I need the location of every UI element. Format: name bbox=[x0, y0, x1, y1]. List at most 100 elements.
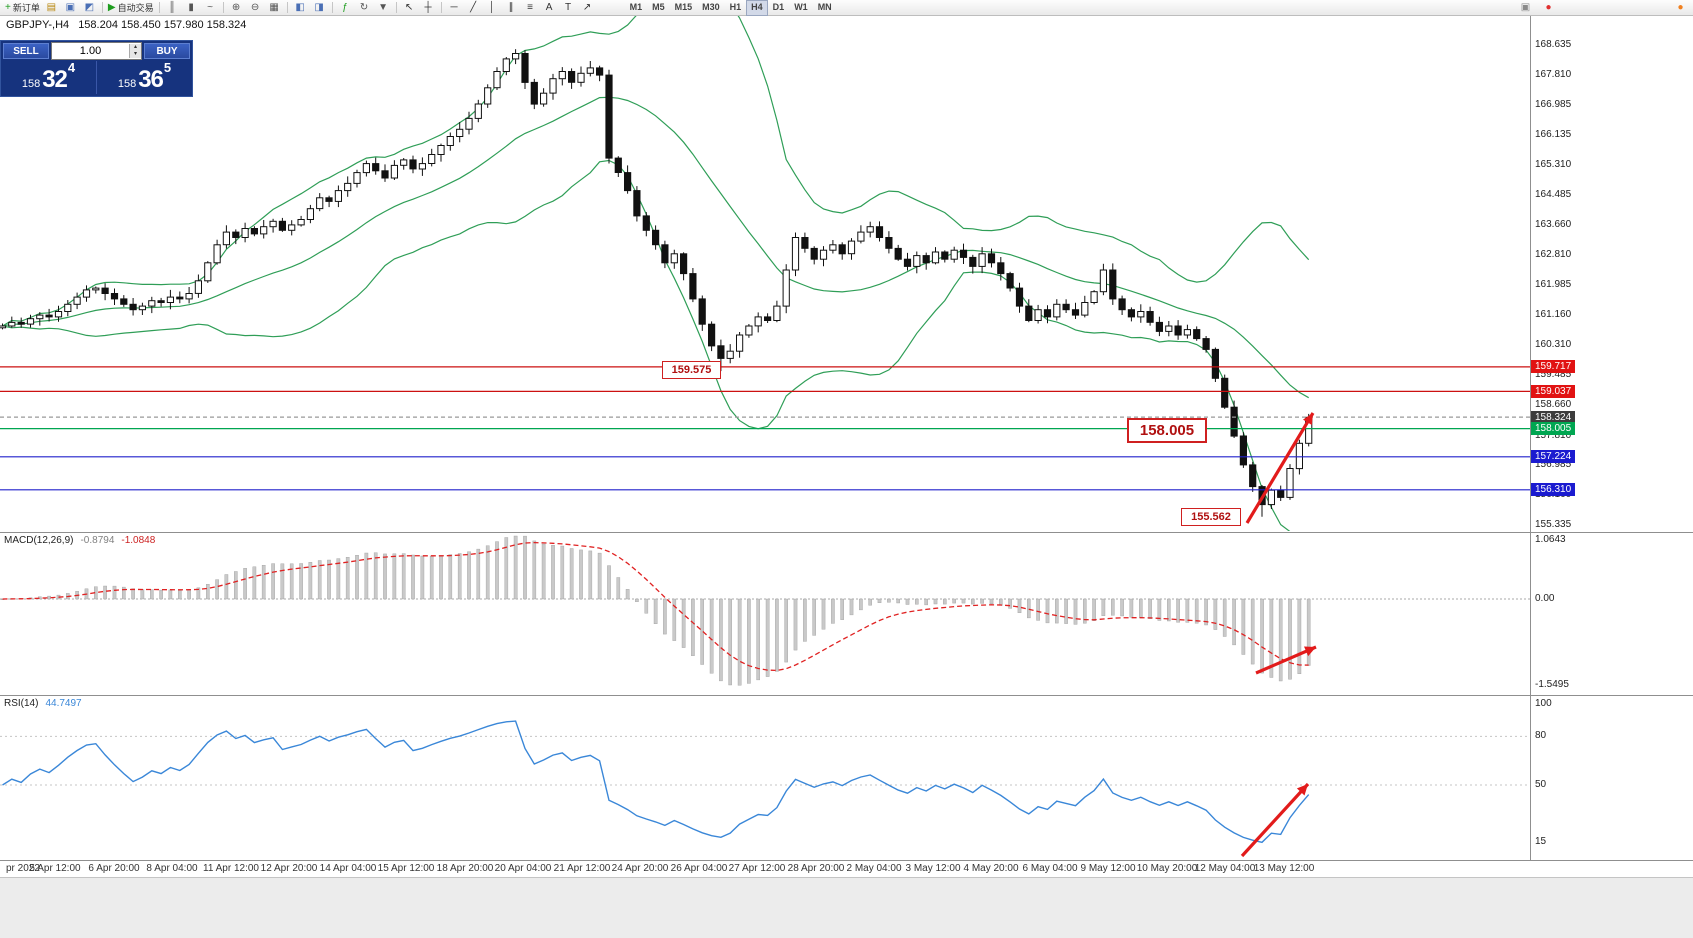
notification-badge-icon: ● bbox=[1677, 2, 1684, 13]
candlestick-chart-button[interactable]: ▮ bbox=[182, 1, 201, 15]
timeframe-m5-button[interactable]: M5 bbox=[652, 1, 665, 12]
time-axis[interactable]: pr 2022 5 Apr 12:00 6 Apr 20:00 8 Apr 04:00… bbox=[0, 860, 1693, 877]
bar-chart-icon: ║ bbox=[168, 1, 176, 13]
price-axis-label: 164.485 bbox=[1535, 189, 1572, 200]
panel-splitter[interactable] bbox=[0, 693, 1693, 697]
crosshair-icon: ┼ bbox=[424, 1, 432, 13]
equidistant-channel-button[interactable]: ∥ bbox=[502, 1, 521, 15]
time-axis-label: 14 Apr 04:00 bbox=[319, 863, 377, 874]
tile-windows-button[interactable]: ▦ bbox=[265, 1, 284, 15]
price-callout-158005[interactable]: 158.005 bbox=[1127, 418, 1207, 443]
horizontal-line-button[interactable]: ─ bbox=[445, 1, 464, 15]
templates-button[interactable]: ▼ bbox=[374, 1, 393, 15]
trendline-icon: ╱ bbox=[470, 1, 477, 13]
price-callout-159575[interactable]: 159.575 bbox=[662, 361, 721, 379]
text-button[interactable]: A bbox=[540, 1, 559, 15]
rsi-label: RSI(14) 44.7497 bbox=[4, 698, 82, 709]
price-callout-155562[interactable]: 155.562 bbox=[1181, 508, 1241, 526]
macd-chart[interactable] bbox=[0, 533, 1530, 695]
toolbar: ▣ ● ● + 新订单 ▤ ▣ ◩ ▶ 自动交易 ║ ▮ ~ ⊕ ⊖ ▦ ◧ ◨ ƒ ↻ ▼ ↖ ┼ ─ ╱ │ ∥ ≡ A T ↗ M1… bbox=[0, 0, 1693, 16]
window-bottom-area bbox=[0, 877, 1693, 938]
toolbar-separator bbox=[395, 2, 397, 13]
time-axis-label: 18 Apr 20:00 bbox=[436, 863, 494, 874]
fibonacci-button[interactable]: ≡ bbox=[521, 1, 540, 15]
toolbar-far-right: ● bbox=[1671, 1, 1690, 15]
history-center-button[interactable]: ▤ bbox=[42, 1, 61, 15]
volume-up-button[interactable]: ▴ bbox=[133, 44, 137, 50]
zoom-in-button[interactable]: ⊕ bbox=[227, 1, 246, 15]
trade-prices-row: 158 32 4 158 36 5 bbox=[1, 61, 192, 94]
price-marker: 158.005 bbox=[1531, 422, 1576, 435]
profiles-button[interactable]: ▣ bbox=[61, 1, 80, 15]
periods-button[interactable]: ↻ bbox=[355, 1, 374, 15]
time-axis-label: 28 Apr 20:00 bbox=[787, 863, 845, 874]
rsi-axis-label: 80 bbox=[1535, 730, 1547, 741]
vertical-line-button[interactable]: │ bbox=[483, 1, 502, 15]
macd-axis-label: -1.5495 bbox=[1535, 679, 1569, 690]
timeframe-h4-button[interactable]: H4 bbox=[746, 0, 768, 16]
line-chart-button[interactable]: ~ bbox=[201, 1, 220, 15]
timeframe-h1-button[interactable]: H1 bbox=[729, 1, 742, 12]
volume-down-button[interactable]: ▾ bbox=[133, 51, 137, 57]
price-axis[interactable]: 168.635 167.810 166.985 166.135 165.310 164.4… bbox=[1530, 16, 1693, 532]
rsi-chart[interactable] bbox=[0, 696, 1530, 860]
chat-icon[interactable]: ▣ bbox=[1516, 1, 1535, 15]
volume-input[interactable] bbox=[52, 43, 129, 59]
price-axis-label: 165.310 bbox=[1535, 159, 1572, 170]
time-axis-label: 11 Apr 12:00 bbox=[203, 863, 259, 874]
sell-button[interactable]: SELL bbox=[3, 43, 49, 59]
price-axis-label: 160.310 bbox=[1535, 339, 1572, 350]
chart-shift-button[interactable]: ◨ bbox=[310, 1, 329, 15]
macd-main-value: -0.8794 bbox=[80, 535, 115, 546]
chart-ohlc-header: GBPJPY-,H4 158.204 158.450 157.980 158.32… bbox=[6, 19, 246, 31]
cursor-button[interactable]: ↖ bbox=[400, 1, 419, 15]
new-order-button[interactable]: + 新订单 bbox=[3, 1, 42, 15]
history-center-icon: ▤ bbox=[46, 1, 57, 13]
trade-controls-row: SELL ▴ ▾ BUY bbox=[1, 41, 192, 61]
text-label-button[interactable]: T bbox=[559, 1, 578, 15]
notification-badge-icon[interactable]: ● bbox=[1671, 1, 1690, 15]
price-axis-label: 155.335 bbox=[1535, 519, 1572, 530]
periods-icon: ↻ bbox=[359, 1, 369, 13]
crosshair-button[interactable]: ┼ bbox=[419, 1, 438, 15]
alerts-button[interactable]: ◩ bbox=[80, 1, 99, 15]
buy-button[interactable]: BUY bbox=[144, 43, 190, 59]
arrows-button[interactable]: ↗ bbox=[578, 1, 597, 15]
vertical-line-icon: │ bbox=[488, 1, 496, 13]
timeframe-d1-button[interactable]: D1 bbox=[772, 1, 785, 12]
sell-price[interactable]: 158 32 4 bbox=[1, 61, 97, 94]
zoom-out-icon: ⊖ bbox=[250, 1, 260, 13]
rsi-axis[interactable]: 100 80 50 15 bbox=[1530, 696, 1693, 860]
time-axis-label: 27 Apr 12:00 bbox=[728, 863, 786, 874]
macd-axis[interactable]: 1.0643 0.00 -1.5495 bbox=[1530, 533, 1693, 695]
timeframe-w1-button[interactable]: W1 bbox=[794, 1, 808, 12]
buy-price-big: 36 bbox=[138, 66, 164, 93]
timeframe-mn-button[interactable]: MN bbox=[817, 1, 832, 12]
new-chart-button[interactable]: ◧ bbox=[291, 1, 310, 15]
panel-splitter[interactable] bbox=[0, 530, 1693, 534]
toolbar-separator bbox=[440, 2, 442, 13]
zoom-out-button[interactable]: ⊖ bbox=[246, 1, 265, 15]
toolbar-separator bbox=[158, 2, 160, 13]
rsi-panel: RSI(14) 44.7497 100 80 50 15 bbox=[0, 695, 1693, 860]
volume-control: ▴ ▾ bbox=[51, 42, 142, 60]
trendline-button[interactable]: ╱ bbox=[464, 1, 483, 15]
timeframe-m15-button[interactable]: M15 bbox=[674, 1, 693, 12]
macd-label: MACD(12,26,9) -0.8794 -1.0848 bbox=[4, 535, 155, 546]
community-badge-icon[interactable]: ● bbox=[1539, 1, 1558, 15]
tile-windows-icon: ▦ bbox=[269, 1, 279, 13]
price-axis-label: 159.485 bbox=[1535, 369, 1572, 380]
price-marker: 156.310 bbox=[1531, 483, 1576, 496]
toolbar-right-icons: ▣ ● bbox=[1516, 1, 1558, 15]
time-axis-label: 4 May 20:00 bbox=[963, 863, 1019, 874]
time-axis-label: 24 Apr 20:00 bbox=[611, 863, 669, 874]
price-marker: 159.717 bbox=[1531, 360, 1576, 373]
timeframe-m1-button[interactable]: M1 bbox=[629, 1, 643, 12]
indicators-button[interactable]: ƒ bbox=[336, 1, 355, 15]
bar-chart-button[interactable]: ║ bbox=[163, 1, 182, 15]
candlestick-chart[interactable] bbox=[0, 16, 1530, 531]
time-axis-label: 26 Apr 04:00 bbox=[670, 863, 728, 874]
autotrading-button[interactable]: ▶ 自动交易 bbox=[106, 1, 156, 15]
buy-price[interactable]: 158 36 5 bbox=[97, 61, 192, 94]
timeframe-m30-button[interactable]: M30 bbox=[702, 1, 720, 12]
